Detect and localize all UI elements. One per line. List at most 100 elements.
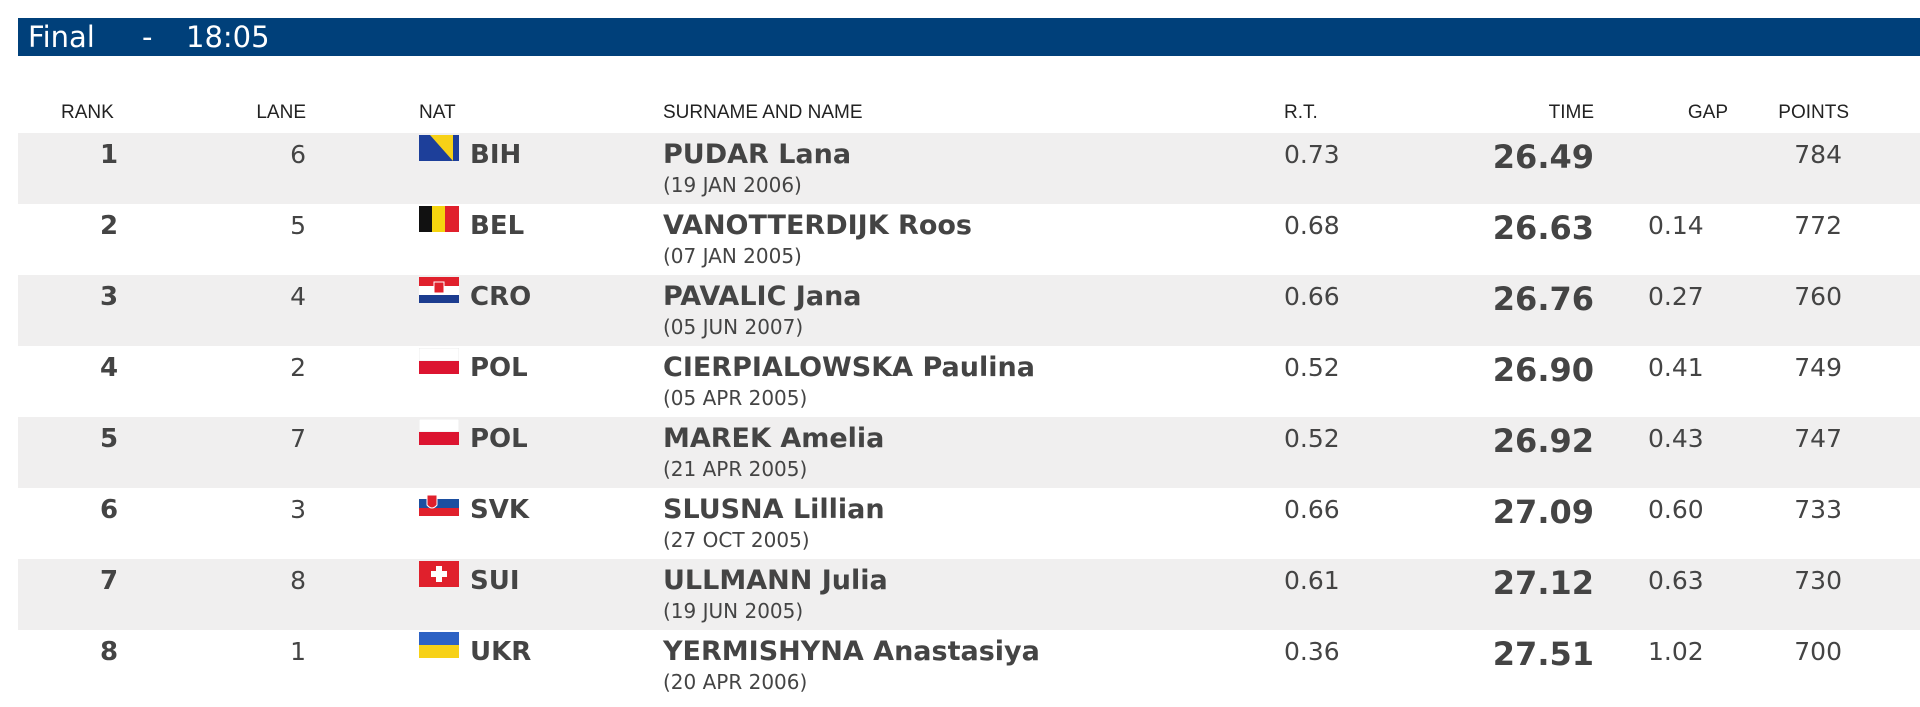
reaction-time: 0.66 bbox=[1284, 282, 1340, 311]
nation-code: CRO bbox=[470, 282, 532, 312]
col-header: LANE bbox=[256, 102, 306, 123]
gap: 0.41 bbox=[1648, 353, 1704, 382]
result-row: 8 1 UKR YERMISHYNA Anastasiya (20 APR 2006) 0… bbox=[18, 630, 1920, 701]
gap: 0.63 bbox=[1648, 566, 1704, 595]
rank: 2 bbox=[99, 211, 119, 241]
result-row: 6 3 SVK SLUSNA Lillian (27 OCT 2005) 0.66 27.0… bbox=[18, 488, 1920, 559]
result-time: 26.90 bbox=[1492, 351, 1594, 389]
result-time: 27.12 bbox=[1492, 564, 1594, 602]
points: 784 bbox=[1794, 140, 1842, 169]
result-time: 27.51 bbox=[1492, 635, 1594, 673]
flag bbox=[419, 419, 459, 445]
flag bbox=[419, 135, 459, 161]
flag bbox=[419, 206, 459, 232]
lane: 5 bbox=[290, 211, 306, 240]
nation-code: BIH bbox=[470, 140, 522, 170]
col-header: GAP bbox=[1687, 102, 1728, 123]
col-header: NAT bbox=[419, 102, 456, 123]
points: 747 bbox=[1794, 424, 1842, 453]
rank: 6 bbox=[99, 495, 119, 525]
col-header: POINTS bbox=[1778, 102, 1849, 123]
reaction-time: 0.52 bbox=[1284, 353, 1340, 382]
result-row: 3 4 CRO PAVALIC Jana (05 JUN 2007) 0.66 26.76 0… bbox=[18, 275, 1920, 346]
event-title: Final bbox=[28, 20, 95, 54]
flag bbox=[419, 277, 459, 303]
result-row: 1 6 BIH PUDAR Lana (19 JAN 2006) 0.73 26.49 784 bbox=[18, 133, 1920, 204]
rank: 5 bbox=[99, 424, 119, 454]
athlete-name: YERMISHYNA Anastasiya bbox=[663, 636, 1040, 667]
result-row: 4 2 POL CIERPIALOWSKA Paulina (05 APR 2005) 0… bbox=[18, 346, 1920, 417]
col-header: TIME bbox=[1548, 102, 1594, 123]
reaction-time: 0.36 bbox=[1284, 637, 1340, 666]
rank: 1 bbox=[99, 140, 119, 170]
flag bbox=[419, 490, 459, 516]
gap: 1.02 bbox=[1648, 637, 1704, 666]
athlete-name: SLUSNA Lillian bbox=[663, 494, 885, 525]
lane: 8 bbox=[290, 566, 306, 595]
birth-date: (19 JAN 2006) bbox=[663, 173, 802, 197]
birth-date: (21 APR 2005) bbox=[663, 457, 808, 481]
flag bbox=[419, 348, 459, 374]
gap: 0.27 bbox=[1648, 282, 1704, 311]
col-header: R.T. bbox=[1284, 102, 1318, 123]
nation-code: SUI bbox=[470, 566, 520, 596]
athlete-name: ULLMANN Julia bbox=[663, 565, 888, 596]
nation-code: UKR bbox=[470, 637, 532, 667]
birth-date: (05 JUN 2007) bbox=[663, 315, 804, 339]
lane: 3 bbox=[290, 495, 306, 524]
rank: 4 bbox=[99, 353, 119, 383]
reaction-time: 0.52 bbox=[1284, 424, 1340, 453]
col-header: SURNAME AND NAME bbox=[663, 102, 863, 123]
flag bbox=[419, 561, 459, 587]
col-header: RANK bbox=[61, 102, 114, 123]
lane: 4 bbox=[290, 282, 306, 311]
rank: 3 bbox=[99, 282, 119, 312]
athlete-name: PUDAR Lana bbox=[663, 139, 852, 170]
athlete-name: CIERPIALOWSKA Paulina bbox=[663, 352, 1035, 383]
event-time: 18:05 bbox=[186, 20, 270, 54]
reaction-time: 0.66 bbox=[1284, 495, 1340, 524]
rank: 8 bbox=[99, 637, 119, 667]
points: 730 bbox=[1794, 566, 1842, 595]
result-row: 2 5 BEL VANOTTERDIJK Roos (07 JAN 2005) 0.68 2… bbox=[18, 204, 1920, 275]
lane: 7 bbox=[290, 424, 306, 453]
birth-date: (19 JUN 2005) bbox=[663, 599, 804, 623]
header-bar: Final - 18:05 bbox=[18, 18, 1920, 56]
points: 760 bbox=[1794, 282, 1842, 311]
result-time: 26.92 bbox=[1492, 422, 1594, 460]
separator: - bbox=[142, 20, 153, 54]
nation-code: POL bbox=[470, 353, 528, 383]
gap: 0.43 bbox=[1648, 424, 1704, 453]
athlete-name: PAVALIC Jana bbox=[663, 281, 862, 312]
flag bbox=[419, 632, 459, 658]
points: 749 bbox=[1794, 353, 1842, 382]
birth-date: (07 JAN 2005) bbox=[663, 244, 802, 268]
gap: 0.14 bbox=[1648, 211, 1704, 240]
result-row: 7 8 SUI ULLMANN Julia (19 JUN 2005) 0.61 27.12… bbox=[18, 559, 1920, 630]
athlete-name: MAREK Amelia bbox=[663, 423, 885, 454]
lane: 1 bbox=[290, 637, 306, 666]
nation-code: SVK bbox=[470, 495, 529, 525]
reaction-time: 0.68 bbox=[1284, 211, 1340, 240]
birth-date: (05 APR 2005) bbox=[663, 386, 808, 410]
result-row: 5 7 POL MAREK Amelia (21 APR 2005) 0.52 26.92 0… bbox=[18, 417, 1920, 488]
result-time: 26.49 bbox=[1492, 138, 1594, 176]
reaction-time: 0.73 bbox=[1284, 140, 1340, 169]
birth-date: (20 APR 2006) bbox=[663, 670, 808, 694]
result-time: 27.09 bbox=[1492, 493, 1594, 531]
gap: 0.60 bbox=[1648, 495, 1704, 524]
birth-date: (27 OCT 2005) bbox=[663, 528, 810, 552]
lane: 2 bbox=[290, 353, 306, 382]
result-time: 26.63 bbox=[1492, 209, 1594, 247]
rank: 7 bbox=[99, 566, 119, 596]
nation-code: POL bbox=[470, 424, 528, 454]
points: 772 bbox=[1794, 211, 1842, 240]
athlete-name: VANOTTERDIJK Roos bbox=[663, 210, 972, 241]
reaction-time: 0.61 bbox=[1284, 566, 1340, 595]
result-time: 26.76 bbox=[1492, 280, 1594, 318]
points: 733 bbox=[1794, 495, 1842, 524]
lane: 6 bbox=[290, 140, 306, 169]
points: 700 bbox=[1794, 637, 1842, 666]
nation-code: BEL bbox=[470, 211, 525, 241]
